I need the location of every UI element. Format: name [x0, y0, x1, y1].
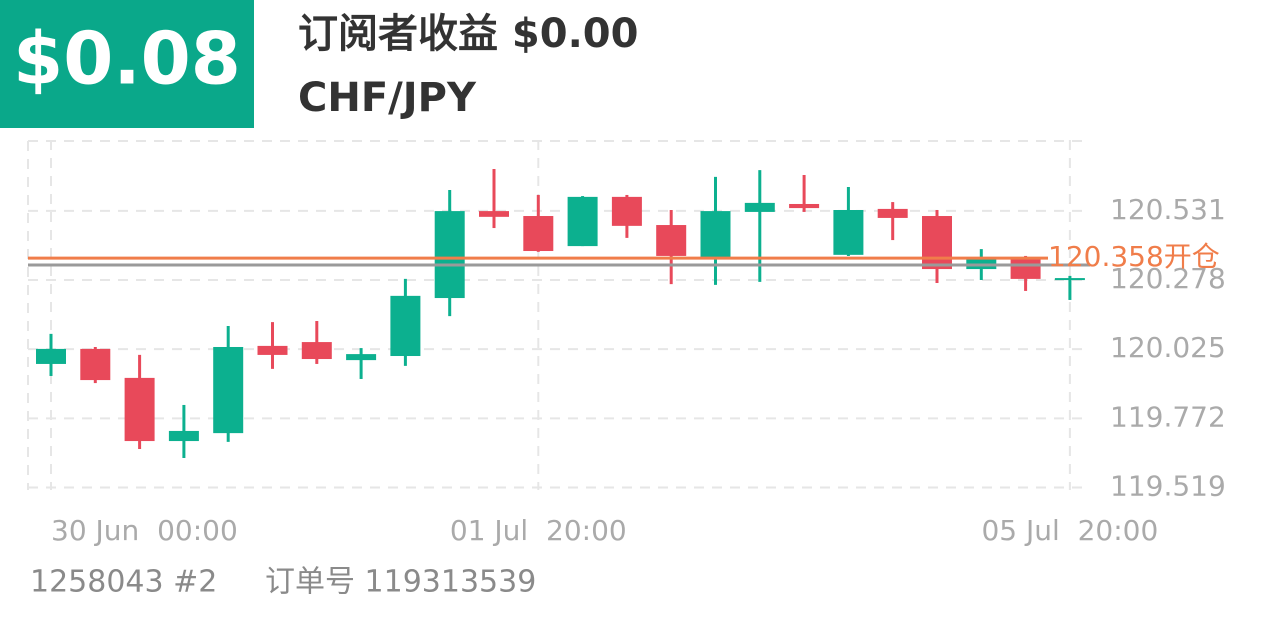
- candle-body: [833, 210, 864, 255]
- candle-body: [877, 208, 908, 218]
- candle-body: [346, 354, 377, 361]
- candle-body: [744, 202, 775, 212]
- y-tick-label: 120.025: [1110, 331, 1226, 364]
- y-tick-label: 119.519: [1110, 470, 1226, 503]
- candle-body: [700, 211, 731, 258]
- candle-body: [124, 377, 155, 442]
- candle-body: [789, 203, 820, 209]
- order-number: 订单号 119313539: [265, 565, 536, 600]
- candle-body: [523, 216, 554, 252]
- candle-body: [257, 345, 288, 355]
- y-tick-label: 119.772: [1110, 400, 1226, 433]
- profit-badge: [0, 0, 254, 128]
- candle-body: [80, 348, 111, 381]
- candle-body: [656, 225, 687, 256]
- open-price-label: 120.358开仓: [1048, 240, 1220, 273]
- candle-body: [213, 346, 244, 434]
- candle-body: [36, 348, 66, 364]
- x-tick-label: 01 Jul 20:00: [450, 514, 627, 547]
- x-tick-label: 05 Jul 20:00: [981, 514, 1158, 547]
- candle-body: [390, 295, 421, 357]
- candle-body: [567, 196, 598, 247]
- candle-body: [434, 211, 465, 299]
- y-tick-label: 120.278: [1110, 262, 1226, 295]
- candle-body: [966, 257, 997, 270]
- candle-body: [922, 216, 952, 270]
- candle-body: [1010, 257, 1041, 279]
- candle-body: [611, 196, 642, 226]
- account: 1258043 #2: [30, 565, 217, 600]
- candle-body: [479, 211, 509, 217]
- symbol: CHF/JPY: [298, 75, 477, 121]
- y-tick-label: 120.531: [1110, 193, 1226, 226]
- candle-body: [1054, 278, 1085, 281]
- title: 订阅者收益 $0.00: [298, 11, 638, 57]
- candle-body: [301, 342, 332, 360]
- candle-body: [168, 430, 199, 442]
- x-tick-label: 30 Jun 00:00: [51, 514, 238, 547]
- profit-value: $0.08: [13, 17, 241, 101]
